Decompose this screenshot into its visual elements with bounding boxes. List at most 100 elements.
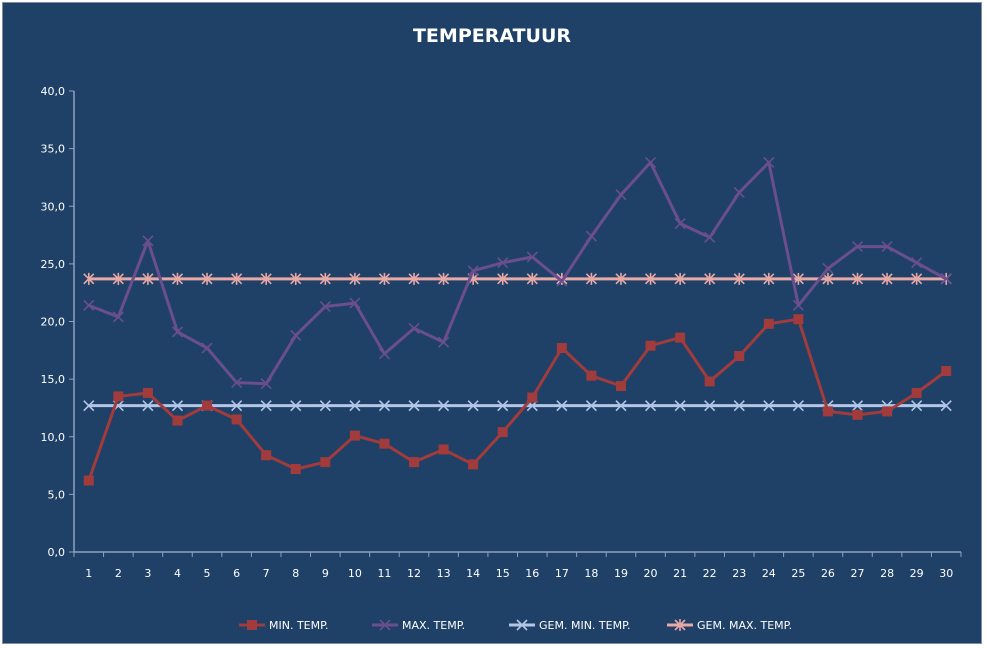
series-2: [83, 156, 952, 390]
x-tick-label: 11: [377, 567, 391, 580]
data-point: [378, 400, 391, 412]
data-point: [497, 257, 509, 269]
data-point: [260, 400, 272, 412]
data-point-stroke: [497, 257, 509, 269]
data-point: [349, 297, 361, 309]
data-point: [704, 400, 716, 412]
data-point: [231, 272, 243, 285]
series-layer: [83, 156, 952, 486]
data-point: [378, 348, 391, 360]
x-tick-label: 20: [644, 567, 658, 580]
y-tick-label: 30,0: [41, 200, 66, 213]
series-line-1: [87, 317, 948, 481]
data-point: [319, 272, 331, 285]
data-point-stroke: [585, 400, 597, 412]
data-point-stroke: [378, 400, 391, 412]
legend-label: MIN. TEMP.: [269, 619, 329, 632]
y-tick-label: 40,0: [41, 85, 66, 98]
x-tick-label: 12: [407, 567, 421, 580]
data-point-stroke: [822, 272, 834, 285]
data-point-stroke: [142, 235, 154, 247]
data-point: [763, 318, 774, 329]
data-point: [349, 400, 361, 412]
data-point: [171, 326, 184, 338]
data-point-stroke: [940, 400, 952, 412]
data-point-stroke: [704, 231, 716, 243]
data-point: [674, 400, 686, 412]
data-point: [763, 272, 775, 285]
data-point-stroke: [792, 400, 804, 412]
y-tick-label: 0,0: [48, 546, 66, 559]
data-point: [733, 272, 745, 285]
data-point: [112, 272, 124, 285]
data-point: [734, 351, 745, 362]
data-point-stroke: [674, 400, 686, 412]
data-point: [231, 400, 243, 412]
data-point: [675, 332, 686, 343]
chart-canvas: 0,05,010,015,020,025,030,035,040,01 2 3 4 5 6…: [41, 85, 962, 632]
data-point: [911, 257, 923, 269]
data-point: [290, 329, 302, 341]
data-point: [261, 450, 272, 461]
x-tick-label: 23: [732, 567, 746, 580]
data-point-stroke: [408, 272, 420, 285]
y-tick-label: 15,0: [41, 373, 66, 386]
data-point: [83, 475, 94, 486]
data-point: [349, 430, 360, 441]
data-point: [260, 272, 272, 285]
data-point: [468, 459, 479, 470]
data-point: [556, 343, 567, 354]
legend-marker-stroke: [379, 619, 391, 631]
data-point: [83, 272, 95, 285]
x-tick-label: 26: [821, 567, 835, 580]
x-tick-label: 5: [204, 567, 211, 580]
data-point-stroke: [171, 272, 184, 285]
data-point: [645, 340, 656, 351]
legend: MIN. TEMP. MAX. TEMP. GEM. MIN. TEMP. GEM. …: [239, 619, 792, 632]
data-point: [852, 409, 863, 420]
x-tick-label: 15: [496, 567, 510, 580]
data-point: [556, 275, 568, 287]
data-point-stroke: [231, 377, 243, 389]
data-point-stroke: [881, 241, 893, 253]
data-point-stroke: [704, 272, 716, 285]
data-point-stroke: [851, 400, 864, 412]
data-point-stroke: [349, 400, 361, 412]
y-tick-label: 25,0: [41, 258, 66, 271]
data-point: [142, 400, 154, 412]
data-point: [792, 299, 804, 311]
data-point-stroke: [467, 265, 479, 277]
data-point-stroke: [733, 186, 745, 198]
data-point-stroke: [378, 348, 391, 360]
legend-item: MIN. TEMP.: [239, 619, 329, 632]
y-tick-label: 10,0: [41, 431, 66, 444]
x-tick-label: 30: [939, 567, 953, 580]
data-point: [851, 400, 864, 412]
data-point: [438, 272, 450, 285]
data-point: [585, 400, 597, 412]
data-point-stroke: [260, 400, 272, 412]
data-point: [201, 272, 213, 285]
x-tick-label: 17: [555, 567, 569, 580]
data-point: [408, 400, 420, 412]
legend-item: GEM. MIN. TEMP.: [509, 619, 631, 632]
data-point: [526, 272, 538, 285]
data-point-stroke: [142, 400, 154, 412]
data-point: [822, 406, 833, 417]
data-point: [497, 272, 509, 285]
data-point-stroke: [83, 299, 95, 311]
y-tick-label: 35,0: [41, 143, 66, 156]
legend-label: GEM. MIN. TEMP.: [539, 619, 631, 632]
data-point-stroke: [171, 326, 184, 338]
data-point-stroke: [644, 400, 657, 412]
legend-item: MAX. TEMP.: [372, 619, 465, 632]
data-point: [704, 231, 716, 243]
data-point-stroke: [615, 400, 627, 412]
data-point-stroke: [349, 272, 361, 285]
x-tick-label: 29: [910, 567, 924, 580]
data-point-stroke: [851, 241, 864, 253]
data-point: [497, 400, 509, 412]
data-point-stroke: [615, 189, 627, 201]
x-tick-label: 27: [851, 567, 865, 580]
